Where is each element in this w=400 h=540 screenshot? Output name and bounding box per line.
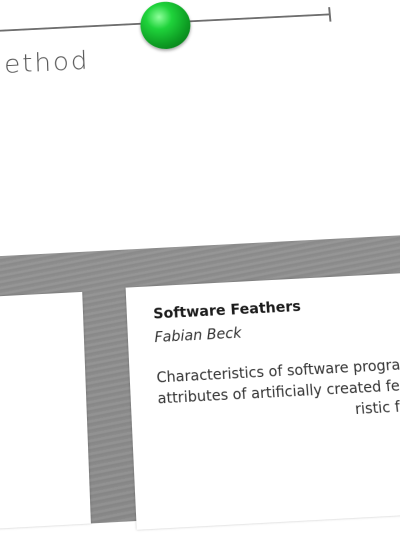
paper-card-left[interactable]: e	[0, 292, 91, 531]
control-panel: method	[0, 0, 400, 265]
method-slider-end-tick	[328, 7, 331, 22]
method-slider-knob[interactable]	[139, 1, 192, 51]
paper-abstract: Characteristics of software programs att…	[156, 347, 400, 431]
perspective-stage: method e Software Feathers Fabian Beck C…	[0, 0, 400, 511]
paper-title: Software Feathers	[153, 299, 302, 323]
paper-card-software-feathers[interactable]: Software Feathers Fabian Beck Characteri…	[126, 266, 400, 530]
paper-author: Fabian Beck	[154, 325, 242, 346]
method-slider-label: method	[0, 46, 90, 80]
